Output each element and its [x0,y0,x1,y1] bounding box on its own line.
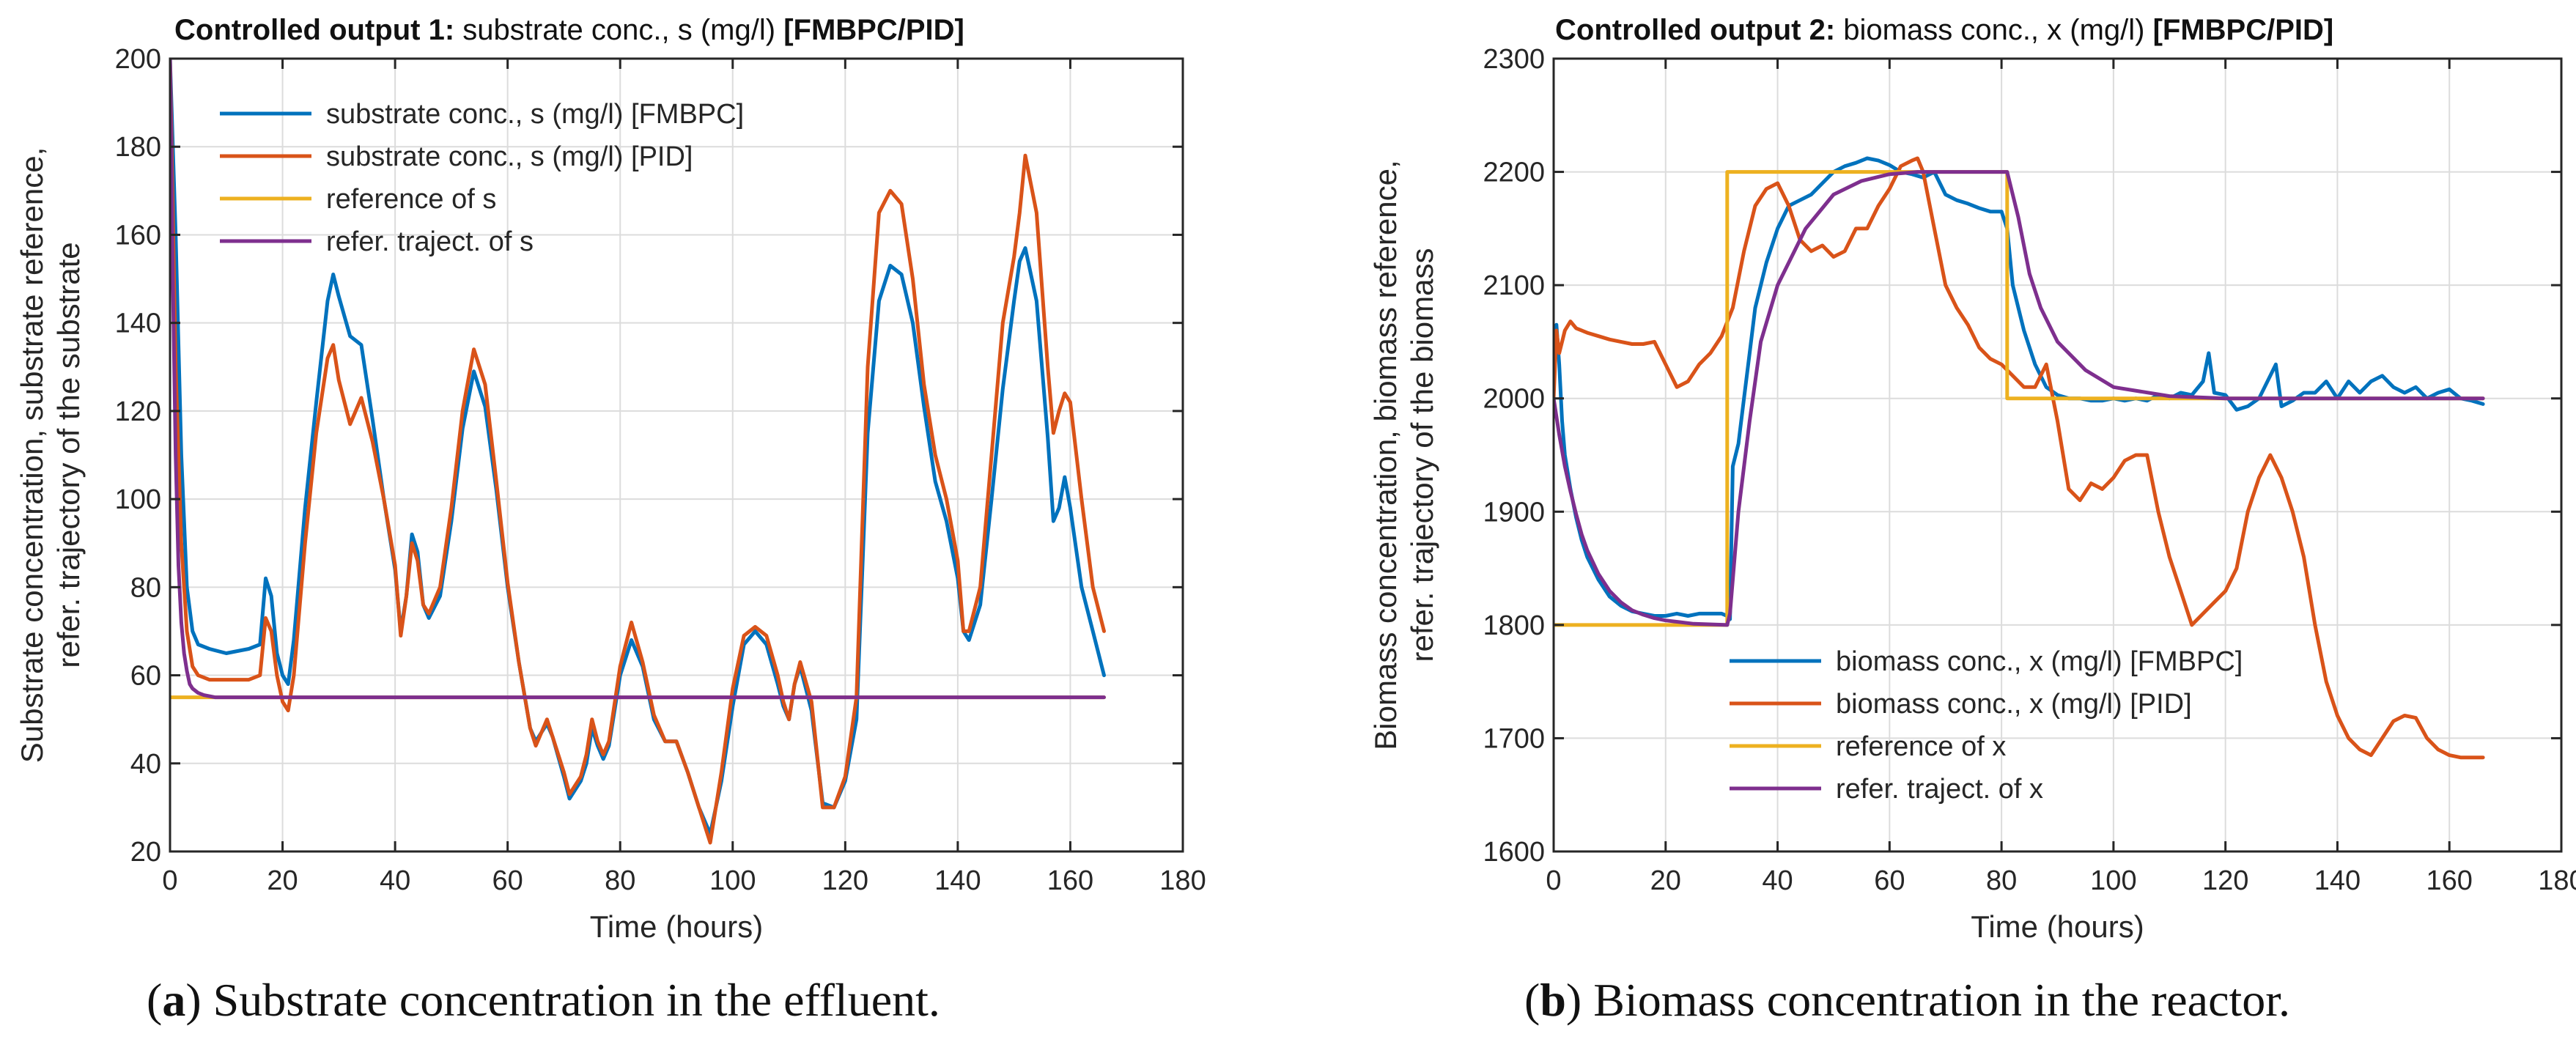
y-tick-label: 1800 [1483,610,1545,641]
x-tick-label: 120 [2202,865,2248,896]
y-tick-label: 1900 [1483,497,1545,528]
y-tick-label: 200 [115,44,161,75]
chart-title-text: biomass conc., x (mg/l) [1835,14,2152,46]
y-axis-label: Biomass concentration, biomass reference… [1368,160,1403,750]
x-tick-label: 60 [492,865,523,896]
x-axis-label: Time (hours) [1971,909,2144,944]
plot-area [1554,59,2561,851]
plot-area [170,59,1183,851]
x-tick-label: 60 [1874,865,1905,896]
series-line-4 [170,59,1106,700]
legend-label-1: biomass conc., x (mg/l) [FMBPC] [1836,646,2243,677]
x-tick-label: 0 [1546,865,1561,896]
x-tick-label: 0 [162,865,177,896]
y-tick-label: 1700 [1483,723,1545,754]
caption-a: (a) Substrate concentration in the efflu… [147,974,940,1026]
chart-title-tag: [FMBPC/PID] [783,14,964,46]
series-line-4 [1554,170,2485,627]
chart-title-text: substrate conc., s (mg/l) [454,14,783,46]
chart-1: 0 20 40 60 80 100 120 140 160 1802040608010012014… [15,14,1206,944]
x-tick-label: 180 [1159,865,1206,896]
y-tick-label: 140 [115,308,161,339]
series-line-1 [1554,156,2485,621]
x-tick-label: 20 [267,865,298,896]
chart-title: Controlled output 1: substrate conc., s … [174,14,964,46]
x-tick-label: 20 [1650,865,1681,896]
y-axis-label: refer. trajectory of the substrate [51,242,86,668]
x-tick-label: 80 [605,865,635,896]
x-tick-label: 180 [2538,865,2576,896]
y-tick-label: 100 [115,484,161,515]
legend-label-4: refer. traject. of s [326,226,534,257]
y-axis-label: Substrate concentration, substrate refer… [15,147,49,763]
chart-title: Controlled output 2: biomass conc., x (m… [1555,14,2333,46]
y-tick-label: 2200 [1483,158,1545,188]
axes-box [169,57,1184,853]
y-tick-label: 1600 [1483,837,1545,868]
axes-box [1552,57,2563,853]
legend-label-3: reference of s [326,184,496,215]
caption-b: (b) Biomass concentration in the reactor… [1524,974,2291,1026]
x-tick-label: 100 [709,865,756,896]
x-tick-label: 120 [822,865,868,896]
y-tick-label: 180 [115,132,161,163]
chart-title-bold: Controlled output 1: [174,14,454,46]
y-tick-label: 160 [115,220,161,251]
x-tick-label: 160 [1047,865,1093,896]
chart-title-tag: [FMBPC/PID] [2153,14,2334,46]
y-tick-label: 2100 [1483,270,1545,301]
legend-label-3: reference of x [1836,731,2006,762]
x-tick-label: 40 [380,865,410,896]
y-tick-label: 20 [130,837,161,868]
chart-title-bold: Controlled output 2: [1555,14,1835,46]
legend-label-2: biomass conc., x (mg/l) [PID] [1836,689,2192,720]
y-axis-label: refer. trajectory of the biomass [1405,248,1439,662]
y-tick-label: 120 [115,396,161,427]
x-tick-label: 160 [2426,865,2473,896]
x-tick-label: 140 [934,865,981,896]
series-line-2 [1554,156,2485,760]
x-tick-label: 100 [2090,865,2136,896]
x-tick-label: 140 [2314,865,2361,896]
chart-2: 0 20 40 60 80 100 120 140 160 180 1600 1700 1800 1900… [1368,14,2576,944]
series-line-2 [170,59,1106,845]
legend-label-1: substrate conc., s (mg/l) [FMBPC] [326,99,744,130]
y-tick-label: 2000 [1483,384,1545,415]
y-tick-label: 80 [130,572,161,603]
legend-label-4: refer. traject. of x [1836,774,2043,805]
legend-label-2: substrate conc., s (mg/l) [PID] [326,141,693,172]
y-tick-label: 60 [130,661,161,692]
x-tick-label: 80 [1986,865,2017,896]
y-tick-label: 2300 [1483,44,1545,75]
y-tick-label: 40 [130,749,161,780]
x-tick-label: 40 [1762,865,1793,896]
x-axis-label: Time (hours) [590,909,763,944]
